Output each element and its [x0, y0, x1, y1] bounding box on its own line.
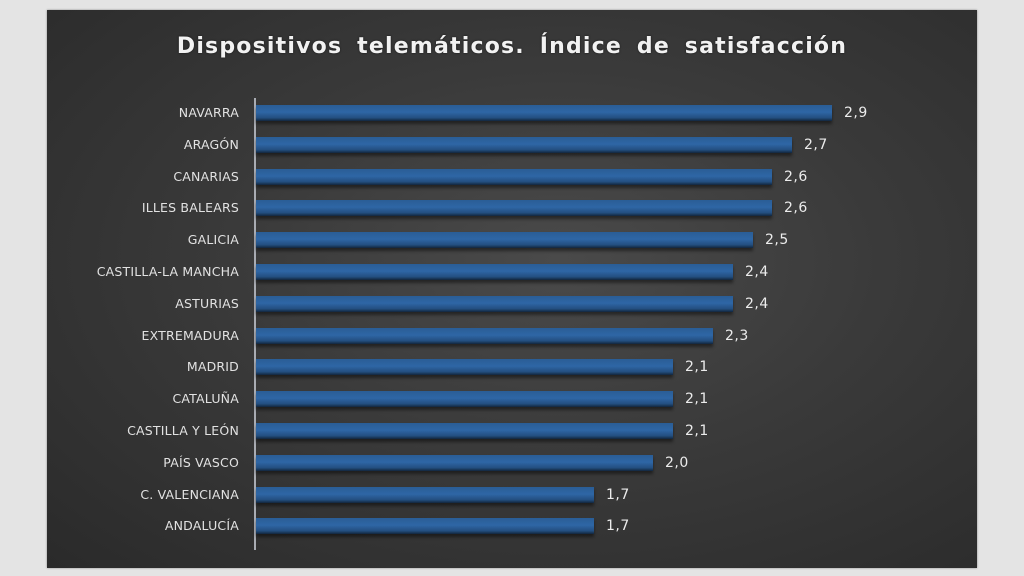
bar — [256, 327, 713, 344]
value-label: 2,0 — [665, 454, 689, 471]
bar-row: ASTURIAS 2,4 — [47, 295, 977, 313]
bar-row: EXTREMADURA 2,3 — [47, 327, 977, 345]
category-label: CATALUÑA — [172, 391, 239, 407]
bar-row: PAÍS VASCO 2,0 — [47, 454, 977, 472]
bar — [256, 423, 673, 439]
bar-row: ANDALUCÍA 1,7 — [47, 517, 977, 535]
category-label: C. VALENCIANA — [140, 486, 239, 502]
value-label: 2,4 — [745, 264, 769, 280]
category-label: ILLES BALEARS — [141, 200, 239, 216]
bar — [256, 105, 832, 121]
bar — [256, 295, 733, 312]
bar-row: CANARIAS 2,6 — [47, 168, 977, 186]
value-label: 2,6 — [784, 168, 808, 185]
bar-row: C. VALENCIANA 1,7 — [47, 486, 977, 504]
bar-row: CASTILLA-LA MANCHA 2,4 — [47, 263, 977, 281]
bar-row: CATALUÑA 2,1 — [47, 390, 977, 408]
value-label: 1,7 — [606, 518, 630, 535]
category-label: ARAGÓN — [183, 136, 239, 152]
bar — [256, 486, 594, 503]
value-label: 2,9 — [844, 105, 868, 121]
category-label: PAÍS VASCO — [163, 454, 239, 470]
bar-row: MADRID 2,1 — [47, 358, 977, 376]
bar-row: ILLES BALEARS 2,6 — [47, 199, 977, 217]
category-label: ANDALUCÍA — [164, 518, 239, 534]
bar — [256, 518, 594, 535]
value-label: 2,1 — [685, 359, 709, 376]
bar — [256, 264, 733, 280]
value-label: 2,1 — [685, 423, 709, 439]
chart-title: Dispositivos telemáticos. Índice de sati… — [176, 34, 848, 59]
category-axis-line — [254, 98, 256, 550]
bar — [256, 359, 673, 376]
chart-panel: Dispositivos telemáticos. Índice de sati… — [47, 10, 977, 568]
category-label: GALICIA — [187, 232, 239, 248]
bar — [256, 200, 772, 217]
bar — [256, 168, 772, 185]
bar — [256, 454, 653, 471]
value-label: 2,4 — [745, 295, 769, 312]
category-label: NAVARRA — [178, 105, 239, 120]
bar-row: NAVARRA 2,9 — [47, 104, 977, 122]
bar-row: ARAGÓN 2,7 — [47, 136, 977, 154]
value-label: 2,6 — [784, 200, 808, 217]
category-label: CASTILLA Y LEÓN — [127, 423, 239, 438]
value-label: 2,3 — [725, 327, 749, 344]
bar — [256, 136, 792, 153]
category-label: CASTILLA-LA MANCHA — [96, 264, 239, 279]
category-label: CANARIAS — [173, 168, 239, 184]
category-label: ASTURIAS — [175, 295, 239, 311]
category-label: MADRID — [186, 359, 239, 375]
category-label: EXTREMADURA — [141, 327, 239, 343]
value-label: 1,7 — [606, 486, 630, 503]
value-label: 2,7 — [804, 136, 828, 153]
value-label: 2,1 — [685, 391, 709, 408]
bar — [256, 391, 673, 408]
value-label: 2,5 — [765, 232, 789, 249]
bar-row: GALICIA 2,5 — [47, 231, 977, 249]
bar — [256, 232, 753, 249]
bar-row: CASTILLA Y LEÓN 2,1 — [47, 422, 977, 440]
